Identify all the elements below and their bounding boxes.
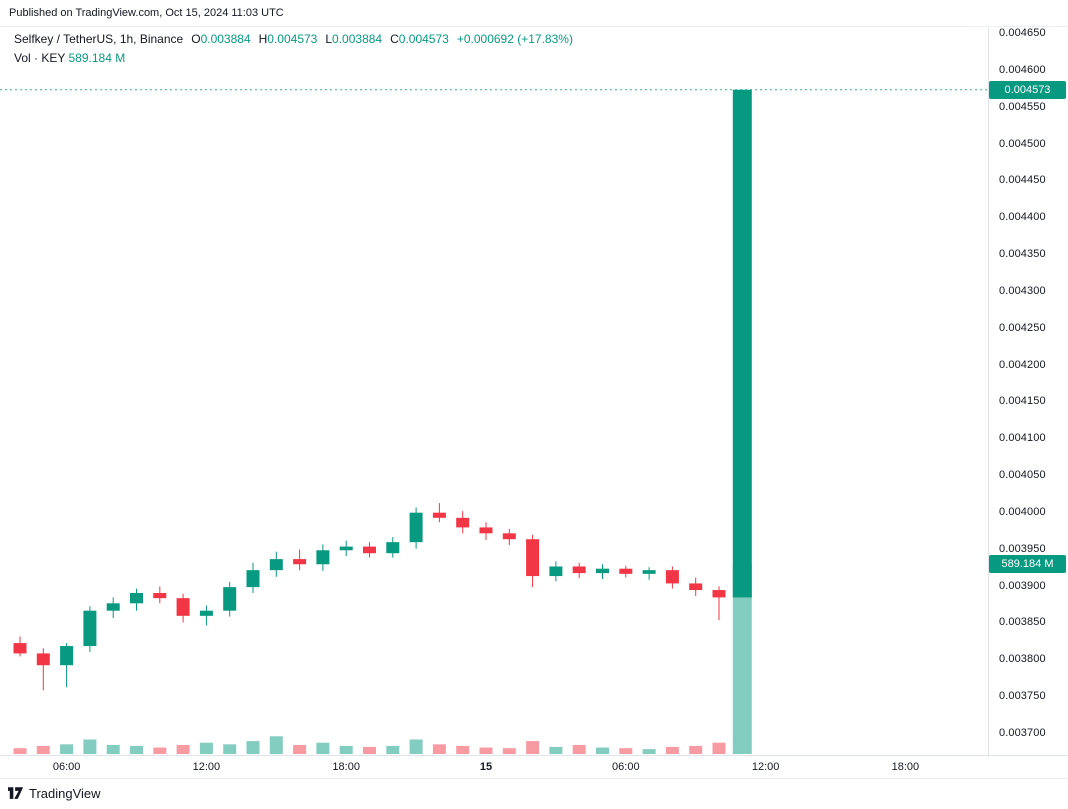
time-axis-label: 18:00 [332, 761, 360, 773]
price-axis-label: 0.004000 [999, 505, 1046, 518]
time-axis[interactable]: 06:00 12:00 18:00 15 06:00 12:00 18:00 [0, 755, 1068, 779]
time-axis-label: 06:00 [52, 761, 81, 773]
time-axis-label: 06:00 [612, 761, 640, 773]
chart-legend: Selfkey / TetherUS, 1h, Binance O0.003884… [14, 30, 573, 68]
legend-row-volume: Vol · KEY 589.184 M [14, 49, 573, 68]
price-axis-label: 0.004500 [999, 137, 1046, 150]
time-axis-label: 18:00 [891, 761, 920, 773]
legend-high: H0.004573 [258, 32, 318, 46]
time-axis-label: 12:00 [192, 761, 221, 773]
legend-close: C0.004573 [390, 32, 449, 46]
time-axis-label: 15 [479, 761, 493, 773]
legend-volume-value: 589.184 M [68, 51, 126, 65]
price-axis-label: 0.004450 [999, 174, 1046, 187]
price-axis-label: 0.004050 [999, 469, 1046, 482]
price-axis-label: 0.004600 [999, 63, 1046, 76]
tradingview-logo-icon[interactable] [8, 787, 24, 800]
legend-change: +0.000692 (+17.83%) [456, 32, 573, 46]
volume-badge: 589.184 M [989, 555, 1066, 573]
legend-close-value: 0.004573 [398, 32, 449, 46]
legend-symbol-title[interactable]: Selfkey / TetherUS, 1h, Binance [14, 32, 184, 46]
price-axis-label: 0.003800 [999, 653, 1046, 666]
published-bar: Published on TradingView.com, Oct 15, 20… [0, 0, 1068, 27]
footer: TradingView [8, 786, 101, 801]
legend-row-ohlc: Selfkey / TetherUS, 1h, Binance O0.003884… [14, 30, 573, 49]
price-axis-label: 0.003900 [999, 579, 1046, 592]
price-axis-label: 0.004150 [999, 395, 1046, 408]
price-axis[interactable]: 0.004650 0.004600 0.004550 0.004500 0.004450… [988, 27, 1068, 755]
legend-high-value: 0.004573 [267, 32, 318, 46]
current-price-badge: 0.004573 [989, 80, 1066, 99]
legend-open: O0.003884 [191, 32, 251, 46]
legend-volume-label[interactable]: Vol · KEY [14, 51, 66, 65]
price-axis-label: 0.004100 [999, 432, 1046, 445]
time-axis-label: 12:00 [751, 761, 780, 773]
published-text: Published on TradingView.com, Oct 15, 20… [9, 7, 284, 19]
price-axis-label: 0.003750 [999, 690, 1046, 703]
price-axis-label: 0.003850 [999, 616, 1046, 629]
legend-low: L0.003884 [325, 32, 383, 46]
legend-low-value: 0.003884 [332, 32, 383, 46]
price-axis-label: 0.004400 [999, 211, 1046, 224]
price-axis-label: 0.003950 [999, 542, 1046, 555]
price-axis-label: 0.004550 [999, 100, 1046, 113]
price-axis-label: 0.003700 [999, 727, 1046, 739]
price-axis-label: 0.004250 [999, 321, 1046, 334]
price-axis-label: 0.004300 [999, 284, 1046, 297]
price-axis-label: 0.004200 [999, 358, 1046, 371]
price-axis-label: 0.004350 [999, 248, 1046, 261]
tradingview-wordmark[interactable]: TradingView [29, 786, 101, 801]
legend-open-value: 0.003884 [200, 32, 251, 46]
price-axis-label: 0.004650 [999, 27, 1046, 39]
